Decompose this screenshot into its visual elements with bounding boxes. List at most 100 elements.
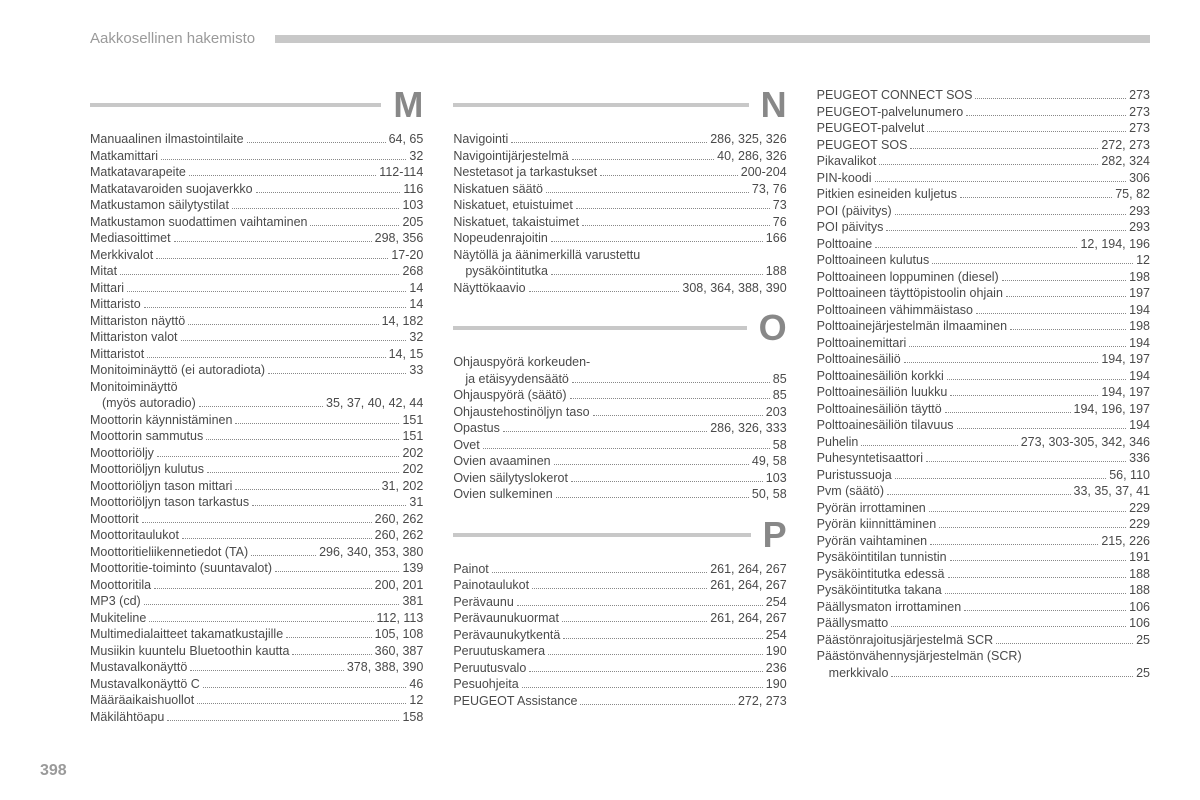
- leader-dots: [167, 720, 399, 721]
- entry-label: Puristussuoja: [817, 467, 892, 484]
- index-entry: Polttoainesäiliön täyttö194, 196, 197: [817, 401, 1150, 418]
- leader-dots: [582, 225, 770, 226]
- leader-dots: [886, 230, 1126, 231]
- entry-label: Merkkivalot: [90, 247, 153, 264]
- entry-pages: 158: [402, 709, 423, 726]
- leader-dots: [996, 643, 1133, 644]
- index-entry: Polttoainesäiliön korkki194: [817, 368, 1150, 385]
- entry-pages: 31: [409, 494, 423, 511]
- entry-label: Moottoritila: [90, 577, 151, 594]
- entry-pages: 31, 202: [382, 478, 424, 495]
- leader-dots: [235, 489, 378, 490]
- entry-label: Mediasoittimet: [90, 230, 171, 247]
- entry-label: Niskatuet, takaistuimet: [453, 214, 579, 231]
- entry-pages: 261, 264, 267: [710, 577, 786, 594]
- leader-dots: [895, 478, 1107, 479]
- index-entry: Moottoritie-toiminto (suuntavalot)139: [90, 560, 423, 577]
- entry-pages: 12: [409, 692, 423, 709]
- index-entry: Painot261, 264, 267: [453, 561, 786, 578]
- entry-pages: 197: [1129, 285, 1150, 302]
- entry-pages: 166: [766, 230, 787, 247]
- leader-dots: [252, 505, 406, 506]
- entry-pages: 273: [1129, 104, 1150, 121]
- leader-dots: [964, 610, 1126, 611]
- leader-dots: [960, 197, 1112, 198]
- entry-label: Navigointijärjestelmä: [453, 148, 568, 165]
- entry-label: Mittariston näyttö: [90, 313, 185, 330]
- leader-dots: [551, 241, 763, 242]
- entry-pages: 103: [766, 470, 787, 487]
- entry-pages: 46: [409, 676, 423, 693]
- entry-label: Ohjauspyörä korkeuden-: [453, 354, 590, 371]
- entry-label: Näyttökaavio: [453, 280, 525, 297]
- entry-pages: 378, 388, 390: [347, 659, 423, 676]
- entry-pages: 336: [1129, 450, 1150, 467]
- entry-label: Moottorit: [90, 511, 139, 528]
- index-entry: PEUGEOT Assistance272, 273: [453, 693, 786, 710]
- leader-dots: [182, 538, 372, 539]
- index-entry: Polttoainesäiliö194, 197: [817, 351, 1150, 368]
- entry-pages: 236: [766, 660, 787, 677]
- leader-dots: [532, 588, 707, 589]
- index-entry: Polttoainemittari194: [817, 335, 1150, 352]
- index-entry: POI päivitys293: [817, 219, 1150, 236]
- leader-dots: [593, 415, 763, 416]
- index-entry: POI (päivitys)293: [817, 203, 1150, 220]
- index-entry: Matkamittari32: [90, 148, 423, 165]
- leader-dots: [232, 208, 400, 209]
- entry-label: PEUGEOT-palvelunumero: [817, 104, 964, 121]
- entry-label: POI (päivitys): [817, 203, 892, 220]
- leader-dots: [149, 621, 373, 622]
- header-rule: [275, 35, 1150, 43]
- entry-pages: 202: [402, 445, 423, 462]
- index-column: MManuaalinen ilmastointilaite64, 65Matka…: [90, 87, 423, 725]
- leader-dots: [181, 340, 407, 341]
- index-entry: Pikavalikot282, 324: [817, 153, 1150, 170]
- index-entry: pysäköintitutka188: [453, 263, 786, 280]
- index-entry: PEUGEOT-palvelunumero 273: [817, 104, 1150, 121]
- leader-dots: [947, 379, 1126, 380]
- leader-dots: [144, 604, 400, 605]
- index-entry: Moottoriöljyn tason mittari31, 202: [90, 478, 423, 495]
- leader-dots: [554, 464, 749, 465]
- entry-pages: 273, 303-305, 342, 346: [1021, 434, 1150, 451]
- index-entry: Mittari14: [90, 280, 423, 297]
- index-column: PEUGEOT CONNECT SOS273PEUGEOT-palvelunum…: [817, 87, 1150, 725]
- index-entry: Pysäköintitutka takana188: [817, 582, 1150, 599]
- leader-dots: [939, 527, 1126, 528]
- index-entry: Mustavalkonäyttö C46: [90, 676, 423, 693]
- entry-label: Pvm (säätö): [817, 483, 884, 500]
- entry-label: Matkamittari: [90, 148, 158, 165]
- leader-dots: [188, 324, 378, 325]
- entry-pages: 203: [766, 404, 787, 421]
- index-entry: (myös autoradio)35, 37, 40, 42, 44: [90, 395, 423, 412]
- leader-dots: [572, 382, 770, 383]
- index-entry: Polttoaine12, 194, 196: [817, 236, 1150, 253]
- entry-label: Moottoriöljy: [90, 445, 154, 462]
- index-entry: PIN-koodi306: [817, 170, 1150, 187]
- entry-pages: 12, 194, 196: [1080, 236, 1150, 253]
- entry-pages: 188: [766, 263, 787, 280]
- leader-dots: [861, 445, 1017, 446]
- entry-pages: 308, 364, 388, 390: [682, 280, 786, 297]
- entry-pages: 215, 226: [1101, 533, 1150, 550]
- index-entry: Matkustamon säilytystilat103: [90, 197, 423, 214]
- leader-dots: [563, 638, 762, 639]
- entry-label: Painot: [453, 561, 488, 578]
- leader-dots: [203, 687, 407, 688]
- entry-label: Moottorin käynnistäminen: [90, 412, 232, 429]
- leader-dots: [197, 703, 406, 704]
- entry-pages: 25: [1136, 665, 1150, 682]
- page-header: Aakkosellinen hakemisto: [90, 30, 1150, 47]
- entry-label: Määräaikaishuollot: [90, 692, 194, 709]
- leader-dots: [929, 511, 1126, 512]
- entry-pages: 76: [773, 214, 787, 231]
- entry-pages: 49, 58: [752, 453, 787, 470]
- index-entry: Pesuohjeita190: [453, 676, 786, 693]
- leader-dots: [957, 428, 1127, 429]
- entry-pages: 139: [402, 560, 423, 577]
- index-entry: Mäkilähtöapu158: [90, 709, 423, 726]
- leader-dots: [572, 159, 714, 160]
- leader-dots: [292, 654, 371, 655]
- entry-pages: 112-114: [379, 164, 423, 181]
